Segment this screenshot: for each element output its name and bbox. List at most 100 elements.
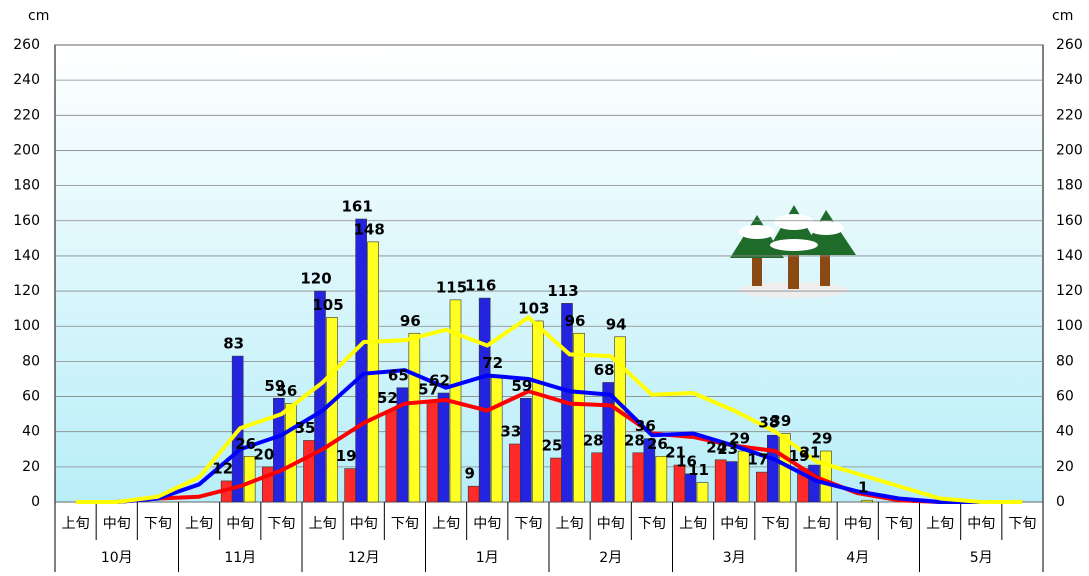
- bar: [356, 219, 367, 502]
- y-tick-label: 200: [13, 142, 40, 158]
- x-tick-label: 中旬: [844, 516, 872, 532]
- month-label: 10月: [101, 550, 133, 566]
- month-label: 5月: [970, 550, 993, 566]
- value-label: 26: [235, 435, 256, 453]
- bar: [386, 411, 397, 502]
- bar: [327, 317, 338, 502]
- bar: [304, 440, 315, 502]
- y-tick-label-right: 40: [1056, 424, 1074, 440]
- value-label: 148: [354, 220, 385, 238]
- value-label: 120: [300, 270, 331, 288]
- chart: cm cm 0020204040606080801001001201201401…: [0, 0, 1089, 572]
- y-tick-label: 0: [31, 494, 40, 510]
- value-label: 72: [482, 354, 503, 372]
- x-tick-label: 下旬: [638, 516, 666, 532]
- value-label: 26: [647, 435, 668, 453]
- x-tick-label: 上旬: [556, 516, 584, 532]
- month-label: 11月: [224, 550, 256, 566]
- value-label: 29: [729, 430, 750, 448]
- y-tick-label: 40: [22, 424, 40, 440]
- y-tick-label-right: 120: [1056, 283, 1083, 299]
- y-tick-label-right: 140: [1056, 248, 1083, 264]
- y-tick-label-right: 80: [1056, 353, 1074, 369]
- x-tick-label: 中旬: [103, 516, 131, 532]
- x-tick-label: 中旬: [597, 516, 625, 532]
- bar: [438, 393, 449, 502]
- bar: [697, 483, 708, 502]
- bar: [674, 465, 685, 502]
- value-label: 59: [511, 377, 532, 395]
- value-label: 12: [212, 459, 233, 477]
- month-label: 12月: [348, 550, 380, 566]
- bar: [532, 321, 543, 502]
- value-label: 9: [464, 465, 474, 483]
- x-tick-label: 下旬: [885, 516, 913, 532]
- x-tick-label: 中旬: [350, 516, 378, 532]
- y-tick-label: 60: [22, 389, 40, 405]
- x-tick-label: 中旬: [967, 516, 995, 532]
- y-tick-label: 20: [22, 459, 40, 475]
- y-tick-label: 80: [22, 353, 40, 369]
- y-tick-label: 180: [13, 178, 40, 194]
- bar: [345, 469, 356, 502]
- value-label: 17: [747, 451, 768, 469]
- bar: [315, 291, 326, 502]
- x-tick-label: 上旬: [62, 516, 90, 532]
- month-label: 4月: [846, 550, 869, 566]
- y-tick-label-right: 100: [1056, 318, 1083, 334]
- x-tick-label: 上旬: [432, 516, 460, 532]
- y-tick-label-right: 180: [1056, 178, 1083, 194]
- x-tick-label: 下旬: [514, 516, 542, 532]
- value-label: 115: [436, 278, 467, 296]
- x-tick-label: 下旬: [391, 516, 419, 532]
- value-label: 28: [583, 431, 604, 449]
- y-tick-label: 160: [13, 213, 40, 229]
- bar: [427, 402, 438, 502]
- y-tick-label: 260: [13, 37, 40, 53]
- y-tick-label: 100: [13, 318, 40, 334]
- x-tick-label: 上旬: [309, 516, 337, 532]
- month-label: 2月: [599, 550, 622, 566]
- value-label: 25: [542, 437, 563, 455]
- x-tick-label: 下旬: [1008, 516, 1036, 532]
- value-label: 68: [594, 361, 615, 379]
- bar: [468, 486, 479, 502]
- value-label: 19: [336, 447, 357, 465]
- value-label: 11: [688, 461, 709, 479]
- value-label: 83: [223, 335, 244, 353]
- value-label: 96: [565, 312, 586, 330]
- y-unit-left: cm: [28, 8, 49, 24]
- value-label: 1: [858, 479, 868, 497]
- x-tick-label: 上旬: [803, 516, 831, 532]
- bar: [756, 472, 767, 502]
- value-label: 36: [635, 417, 656, 435]
- bar: [862, 500, 873, 502]
- bar: [551, 458, 562, 502]
- y-tick-label-right: 20: [1056, 459, 1074, 475]
- x-tick-label: 中旬: [226, 516, 254, 532]
- x-tick-label: 上旬: [185, 516, 213, 532]
- bar: [520, 398, 531, 502]
- value-label: 56: [276, 382, 297, 400]
- y-tick-label: 220: [13, 107, 40, 123]
- plot-area: [55, 45, 1043, 502]
- bar: [509, 444, 520, 502]
- value-label: 161: [342, 198, 373, 216]
- x-tick-label: 下旬: [144, 516, 172, 532]
- y-tick-label: 120: [13, 283, 40, 299]
- y-tick-label: 140: [13, 248, 40, 264]
- value-label: 33: [500, 422, 521, 440]
- bar: [409, 333, 420, 502]
- value-label: 62: [429, 372, 450, 390]
- bar: [726, 462, 737, 502]
- y-tick-label: 240: [13, 72, 40, 88]
- value-label: 96: [400, 312, 421, 330]
- value-label: 65: [388, 366, 409, 384]
- y-tick-label-right: 260: [1056, 37, 1083, 53]
- bar: [633, 453, 644, 502]
- value-label: 20: [253, 445, 274, 463]
- value-label: 105: [312, 296, 343, 314]
- y-tick-label-right: 240: [1056, 72, 1083, 88]
- value-label: 29: [812, 430, 833, 448]
- month-label: 3月: [723, 550, 746, 566]
